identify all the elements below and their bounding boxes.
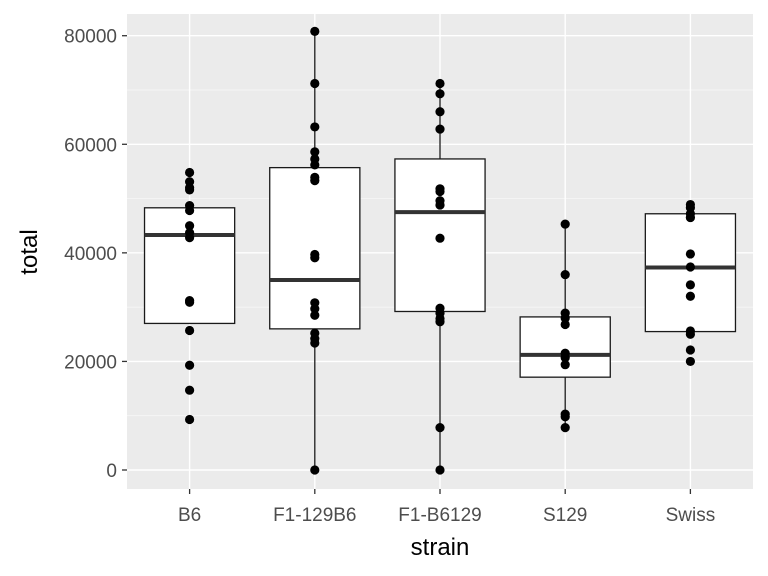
y-tick-label: 60000 bbox=[64, 135, 117, 156]
x-tick-label: F1-129B6 bbox=[273, 505, 356, 526]
data-point bbox=[685, 291, 696, 301]
y-axis: 0 20000 40000 60000 80000 bbox=[64, 27, 127, 482]
y-axis-title: total bbox=[16, 229, 43, 274]
x-tick-label: B6 bbox=[178, 505, 201, 526]
data-point bbox=[435, 186, 445, 197]
x-tick-label: Swiss bbox=[666, 505, 716, 526]
data-point bbox=[685, 262, 696, 272]
data-point bbox=[435, 465, 445, 475]
data-point bbox=[435, 89, 445, 99]
data-point bbox=[310, 304, 320, 314]
data-point bbox=[310, 310, 320, 320]
data-point bbox=[310, 160, 320, 170]
y-tick-label: 80000 bbox=[64, 27, 117, 48]
data-point bbox=[685, 345, 696, 355]
data-point bbox=[560, 353, 570, 363]
x-tick-label: F1-B6129 bbox=[398, 505, 481, 526]
data-point bbox=[185, 185, 195, 195]
data-point bbox=[310, 147, 320, 157]
data-point bbox=[435, 423, 445, 433]
data-point bbox=[560, 412, 570, 422]
data-point bbox=[185, 233, 195, 243]
box-iqr bbox=[644, 213, 737, 333]
data-point bbox=[310, 78, 320, 89]
data-point bbox=[560, 319, 570, 330]
x-tick-label: S129 bbox=[543, 505, 587, 526]
data-point bbox=[185, 297, 195, 307]
data-point bbox=[185, 385, 195, 395]
data-point bbox=[435, 107, 445, 117]
data-point bbox=[310, 26, 320, 36]
data-point bbox=[185, 221, 195, 231]
data-point bbox=[685, 212, 696, 223]
data-point bbox=[435, 124, 445, 134]
data-point bbox=[435, 317, 445, 327]
data-point bbox=[435, 78, 445, 89]
data-point bbox=[185, 205, 195, 216]
data-point bbox=[185, 325, 195, 336]
data-point bbox=[560, 313, 570, 323]
data-point bbox=[185, 360, 195, 370]
data-point bbox=[685, 356, 696, 367]
data-point bbox=[310, 122, 320, 132]
data-point bbox=[435, 200, 445, 210]
points-layer bbox=[185, 26, 696, 475]
x-axis: B6 F1-129B6 F1-B6129 S129 Swiss bbox=[178, 489, 715, 526]
data-point bbox=[310, 338, 320, 348]
data-point bbox=[435, 233, 445, 243]
y-tick-label: 20000 bbox=[64, 352, 117, 373]
data-point bbox=[185, 414, 195, 425]
data-point bbox=[310, 465, 320, 475]
data-point bbox=[685, 280, 696, 290]
data-point bbox=[310, 253, 320, 263]
data-point bbox=[685, 249, 696, 259]
data-point bbox=[560, 269, 570, 280]
y-tick-label: 0 bbox=[106, 461, 117, 482]
data-point bbox=[185, 167, 195, 178]
y-tick-label: 40000 bbox=[64, 244, 117, 265]
x-axis-title: strain bbox=[411, 534, 470, 561]
data-point bbox=[685, 329, 696, 339]
data-point bbox=[560, 423, 570, 433]
data-point bbox=[560, 219, 570, 229]
data-point bbox=[560, 360, 570, 370]
box-swiss bbox=[644, 213, 737, 333]
data-point bbox=[310, 176, 320, 186]
